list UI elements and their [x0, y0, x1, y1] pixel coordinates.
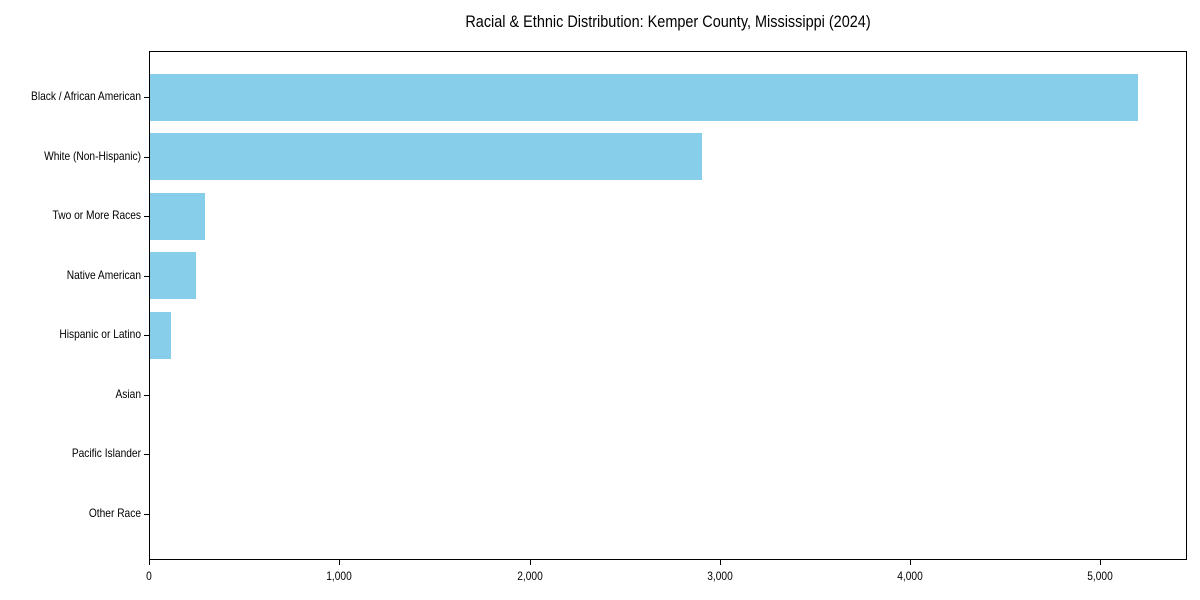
x-tick-label: 3,000 [707, 569, 733, 583]
y-tick-label: Other Race [88, 505, 141, 520]
y-tick-label: White (Non-Hispanic) [44, 148, 141, 163]
x-tick-label: 4,000 [897, 569, 923, 583]
bar [150, 193, 206, 240]
x-tick-mark [339, 560, 340, 565]
y-tick-mark [144, 276, 149, 277]
y-tick-label: Hispanic or Latino [59, 327, 141, 341]
x-tick-mark [530, 560, 531, 565]
plot-area [149, 51, 1187, 560]
y-tick-mark [144, 97, 149, 98]
y-tick-mark [144, 514, 149, 515]
y-tick-mark [144, 157, 149, 158]
y-tick-label: Two or More Races [52, 208, 141, 222]
x-tick-mark [1100, 560, 1101, 565]
x-tick-mark [910, 560, 911, 565]
x-tick-mark [720, 560, 721, 565]
y-tick-mark [144, 395, 149, 396]
x-tick-label: 5,000 [1087, 569, 1113, 583]
chart-title: Racial & Ethnic Distribution: Kemper Cou… [465, 12, 871, 31]
x-tick-label: 2,000 [517, 569, 543, 583]
y-tick-mark [144, 454, 149, 455]
y-tick-mark [144, 216, 149, 217]
x-tick-label: 0 [146, 569, 152, 583]
y-tick-mark [144, 335, 149, 336]
y-tick-label: Asian [115, 386, 141, 401]
bar [150, 74, 1138, 121]
y-tick-label: Black / African American [31, 89, 142, 103]
bar [150, 252, 196, 299]
y-tick-label: Native American [66, 267, 141, 282]
y-tick-label: Pacific Islander [71, 446, 141, 460]
x-tick-label: 1,000 [326, 569, 352, 583]
bar [150, 133, 702, 180]
x-tick-mark [149, 560, 150, 565]
bar [150, 312, 171, 359]
